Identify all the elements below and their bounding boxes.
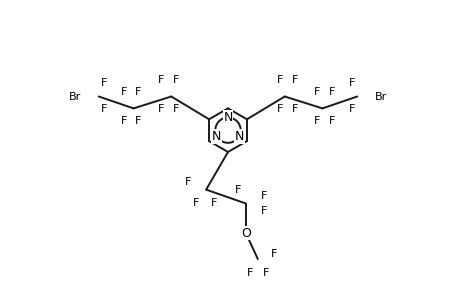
Text: F: F <box>260 206 266 216</box>
Text: F: F <box>173 104 179 114</box>
Text: F: F <box>329 116 335 126</box>
Text: F: F <box>246 268 252 278</box>
Text: F: F <box>260 190 266 201</box>
Text: N: N <box>212 130 221 143</box>
Text: Br: Br <box>68 92 81 101</box>
Text: F: F <box>270 249 276 259</box>
Text: F: F <box>173 75 179 85</box>
Text: F: F <box>185 177 191 187</box>
Text: F: F <box>329 86 335 97</box>
Text: F: F <box>313 86 320 97</box>
Text: F: F <box>101 104 106 114</box>
Text: F: F <box>348 78 355 88</box>
Text: N: N <box>223 111 232 124</box>
Text: N: N <box>234 130 243 143</box>
Text: F: F <box>120 116 127 126</box>
Text: O: O <box>241 227 250 240</box>
Text: F: F <box>135 86 141 97</box>
Text: F: F <box>101 78 106 88</box>
Text: F: F <box>193 197 199 208</box>
Text: F: F <box>276 75 282 85</box>
Text: F: F <box>158 104 164 114</box>
Text: F: F <box>135 116 141 126</box>
Text: F: F <box>348 104 355 114</box>
Text: F: F <box>276 104 282 114</box>
Text: F: F <box>120 86 127 97</box>
Text: Br: Br <box>375 92 386 101</box>
Text: F: F <box>158 75 164 85</box>
Text: F: F <box>313 116 320 126</box>
Text: F: F <box>291 75 297 85</box>
Text: F: F <box>210 197 217 208</box>
Text: F: F <box>262 268 269 278</box>
Text: F: F <box>234 184 241 195</box>
Text: F: F <box>291 104 297 114</box>
